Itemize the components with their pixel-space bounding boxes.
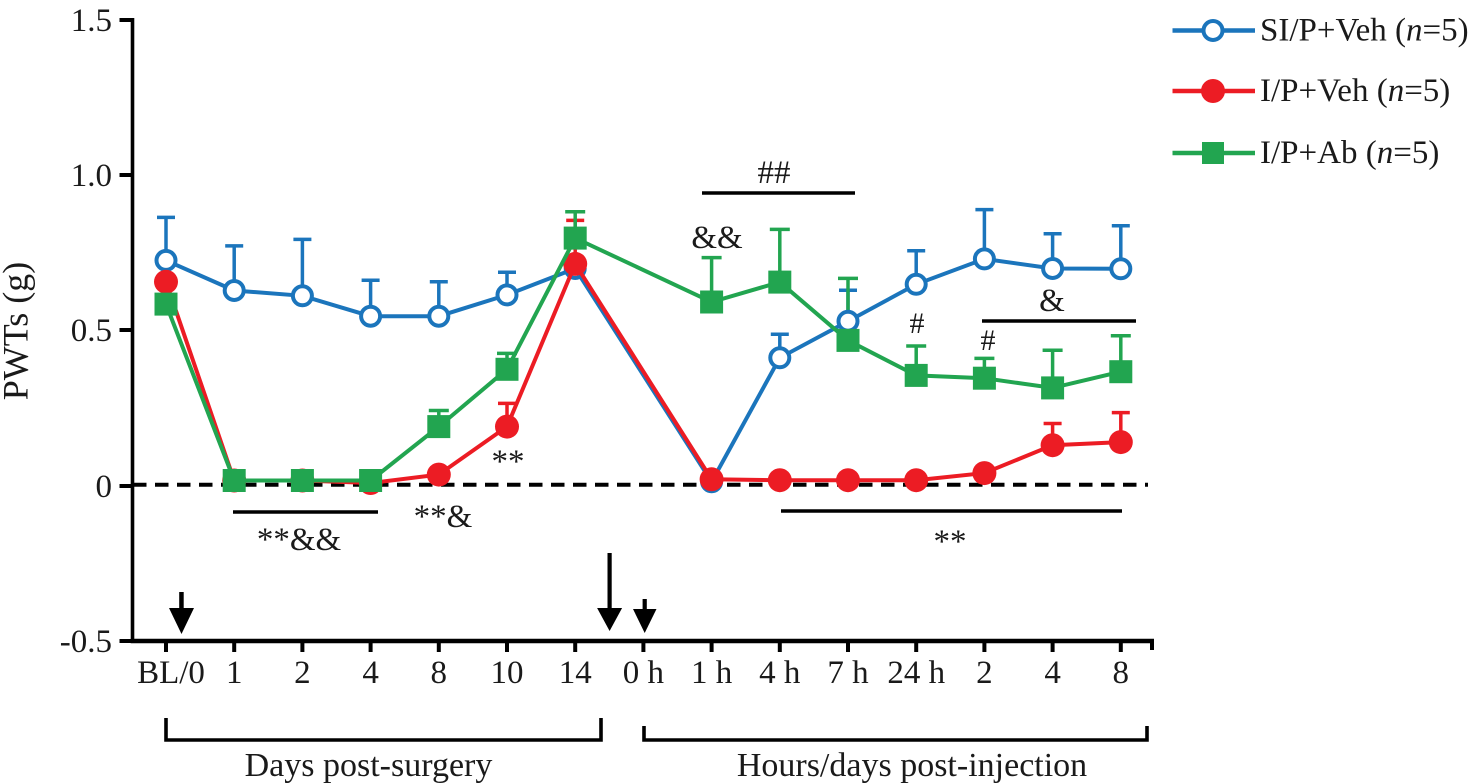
svg-text:##: ## (758, 155, 791, 191)
svg-text:BL/0: BL/0 (137, 655, 205, 691)
svg-text:#: # (910, 307, 925, 340)
svg-text:2: 2 (294, 655, 311, 691)
svg-text:10: 10 (491, 655, 524, 691)
svg-text:**&&: **&& (257, 522, 342, 558)
svg-text:-0.5: -0.5 (60, 624, 112, 660)
svg-text:#: # (981, 324, 996, 357)
svg-text:**: ** (934, 524, 967, 560)
svg-text:4 h: 4 h (759, 655, 801, 691)
svg-text:4: 4 (1044, 655, 1061, 691)
svg-text:**: ** (492, 444, 525, 480)
svg-text:PWTs (g): PWTs (g) (0, 262, 36, 400)
svg-text:8: 8 (1113, 655, 1130, 691)
svg-text:1.0: 1.0 (71, 158, 112, 194)
svg-text:&: & (1039, 283, 1065, 319)
svg-text:1.5: 1.5 (71, 3, 112, 39)
svg-text:7 h: 7 h (827, 655, 869, 691)
svg-text:&&: && (691, 220, 743, 256)
svg-text:14: 14 (559, 655, 592, 691)
svg-text:8: 8 (431, 655, 448, 691)
svg-text:I/P+Veh (n=5): I/P+Veh (n=5) (1260, 73, 1450, 109)
svg-text:24 h: 24 h (887, 655, 945, 691)
svg-text:Hours/days post-injection: Hours/days post-injection (737, 747, 1087, 784)
svg-text:I/P+Ab (n=5): I/P+Ab (n=5) (1260, 135, 1439, 171)
svg-text:4: 4 (362, 655, 379, 691)
svg-text:0.5: 0.5 (71, 313, 112, 349)
svg-text:**&: **& (414, 499, 473, 535)
svg-text:0 h: 0 h (623, 655, 665, 691)
svg-text:2: 2 (976, 655, 993, 691)
svg-text:1 h: 1 h (691, 655, 733, 691)
svg-text:Days post-surgery: Days post-surgery (245, 747, 493, 784)
svg-text:1: 1 (226, 655, 243, 691)
svg-text:0: 0 (96, 469, 113, 505)
svg-text:SI/P+Veh (n=5): SI/P+Veh (n=5) (1260, 13, 1469, 49)
